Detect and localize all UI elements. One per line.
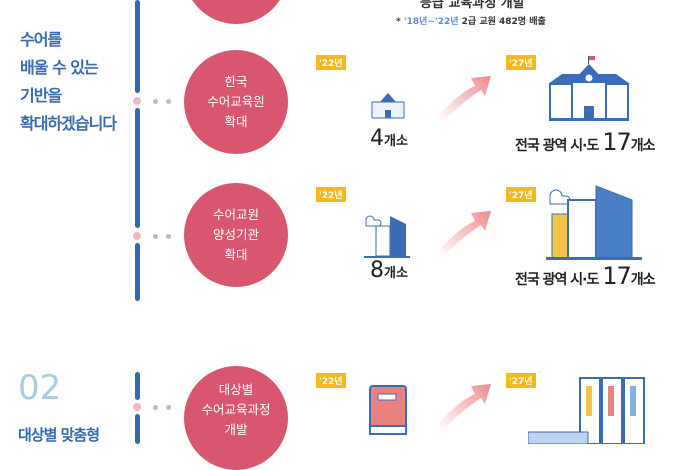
year-tag: '27년 [506, 55, 536, 70]
circle-row2: 수어교원 양성기관 확대 [184, 183, 288, 287]
year-tag: '27년 [506, 373, 536, 388]
note-rest: 2급 교원 482명 배출 [458, 17, 546, 27]
section1-title: 수어를 배울 수 있는 기반을 확대하겠습니다 [20, 26, 117, 138]
timeline-dot [133, 97, 141, 105]
large-building-icon [546, 185, 642, 260]
count-number: 8 [370, 258, 384, 283]
section2-title: 대상별 맞춤형 [18, 426, 100, 444]
year-tag: '22년 [316, 187, 346, 202]
connector-dot [153, 405, 158, 410]
timeline-line [135, 0, 140, 93]
connector-dot [166, 99, 171, 104]
to-count: 전국 광역 시·도 17개소 [515, 262, 656, 290]
section2-number: 02 [18, 368, 62, 408]
circle-top-partial [184, 0, 288, 24]
count-prefix: 전국 광역 시·도 [515, 272, 603, 288]
connector-dot [166, 405, 171, 410]
growth-arrow-icon [437, 384, 491, 428]
note-prefix: * [396, 17, 404, 27]
timeline-line [135, 372, 140, 400]
from-count: 8개소 [370, 258, 408, 283]
timeline-line [135, 243, 140, 301]
binders-icon [528, 377, 645, 444]
small-building-icon [364, 215, 410, 258]
connector-dot [153, 234, 158, 239]
growth-arrow-icon [437, 76, 491, 120]
year-tag: '22년 [316, 373, 346, 388]
circle-row3: 대상별 수어교육과정 개발 [184, 366, 288, 470]
to-count: 전국 광역 시·도 17개소 [515, 128, 656, 156]
count-unit: 개소 [384, 266, 408, 281]
from-count: 4개소 [370, 126, 408, 151]
count-unit: 개소 [630, 272, 656, 288]
title-line: 수어를 [20, 30, 62, 49]
year-tag: '22년 [316, 55, 346, 70]
timeline-line [135, 414, 140, 444]
timeline-line [135, 108, 140, 228]
book-icon [369, 385, 407, 435]
title-line: 배울 수 있는 [20, 58, 99, 77]
title-line: 기반을 [20, 86, 62, 105]
timeline-dot [133, 232, 141, 240]
count-prefix: 전국 광역 시·도 [515, 138, 603, 154]
count-unit: 개소 [630, 138, 656, 154]
intro-heading: 등급 교육과정 개발 [420, 0, 525, 11]
intro-note: * '18년~'22년 2급 교원 482명 배출 [396, 14, 546, 27]
title-line: 확대하겠습니다 [20, 114, 117, 133]
count-number: 17 [602, 128, 632, 156]
connector-dot [166, 234, 171, 239]
year-tag: '27년 [506, 187, 536, 202]
count-number: 17 [602, 262, 632, 290]
growth-arrow-icon [437, 211, 491, 255]
note-years: '18년~'22년 [403, 17, 459, 27]
large-school-icon [548, 56, 630, 121]
count-number: 4 [370, 126, 384, 151]
circle-row1: 한국 수어교육원 확대 [184, 50, 288, 154]
connector-dot [153, 99, 158, 104]
count-unit: 개소 [384, 134, 408, 149]
small-school-icon [371, 93, 405, 119]
timeline-dot [133, 403, 141, 411]
